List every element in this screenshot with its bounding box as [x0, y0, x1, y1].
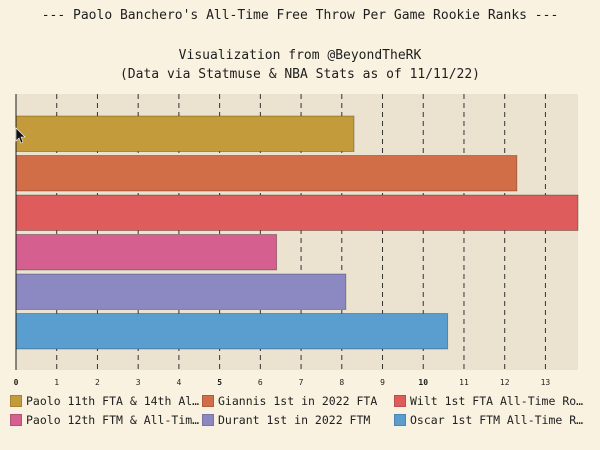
x-tick-label: 13 [541, 378, 551, 387]
legend-label: Paolo 12th FTM & All-Time R… [26, 413, 202, 427]
chart-legend: Paolo 11th FTA & 14th All-T… Giannis 1st … [10, 394, 595, 427]
x-tick-label: 1 [54, 378, 59, 387]
x-tick-label: 0 [14, 378, 19, 387]
chart-subtitle: Visualization from @BeyondTheRK (Data vi… [0, 46, 600, 84]
x-tick-label: 12 [500, 378, 510, 387]
legend-item: Wilt 1st FTA All-Time Rookie [394, 394, 594, 408]
bar [15, 273, 347, 310]
x-tick-label: 7 [299, 378, 304, 387]
legend-label: Wilt 1st FTA All-Time Rookie [410, 394, 590, 408]
bar [15, 115, 355, 152]
bar [15, 313, 449, 350]
x-tick-label: 8 [339, 378, 344, 387]
legend-swatch [10, 414, 22, 426]
subtitle-credit: Visualization from @BeyondTheRK [178, 48, 422, 63]
legend-swatch [202, 395, 214, 407]
bar [15, 194, 579, 231]
x-tick-label: 11 [459, 378, 469, 387]
legend-swatch [394, 414, 406, 426]
chart-title: --- Paolo Banchero's All-Time Free Throw… [41, 8, 559, 23]
x-tick-label: 4 [176, 378, 181, 387]
legend-item: Oscar 1st FTM All-Time Rook… [394, 413, 594, 427]
x-tick-label: 5 [217, 378, 222, 387]
x-tick-label: 2 [95, 378, 100, 387]
legend-item: Giannis 1st in 2022 FTA [202, 394, 394, 408]
legend-label: Durant 1st in 2022 FTM [218, 413, 371, 427]
legend-item: Durant 1st in 2022 FTM [202, 413, 394, 427]
x-tick-label: 3 [136, 378, 141, 387]
x-tick-label: 10 [418, 378, 428, 387]
legend-swatch [10, 395, 22, 407]
legend-swatch [202, 414, 214, 426]
subtitle-source: (Data via Statmuse & NBA Stats as of 11/… [119, 67, 481, 82]
x-tick-label: 9 [380, 378, 385, 387]
legend-item: Paolo 11th FTA & 14th All-T… [10, 394, 202, 408]
legend-item: Paolo 12th FTM & All-Time R… [10, 413, 202, 427]
cursor-icon [15, 127, 26, 144]
bar [15, 234, 278, 271]
legend-swatch [394, 395, 406, 407]
legend-label: Oscar 1st FTM All-Time Rook… [410, 413, 590, 427]
x-tick-label: 6 [258, 378, 263, 387]
legend-label: Giannis 1st in 2022 FTA [218, 394, 378, 408]
bar [15, 155, 518, 192]
legend-label: Paolo 11th FTA & 14th All-T… [26, 394, 202, 408]
